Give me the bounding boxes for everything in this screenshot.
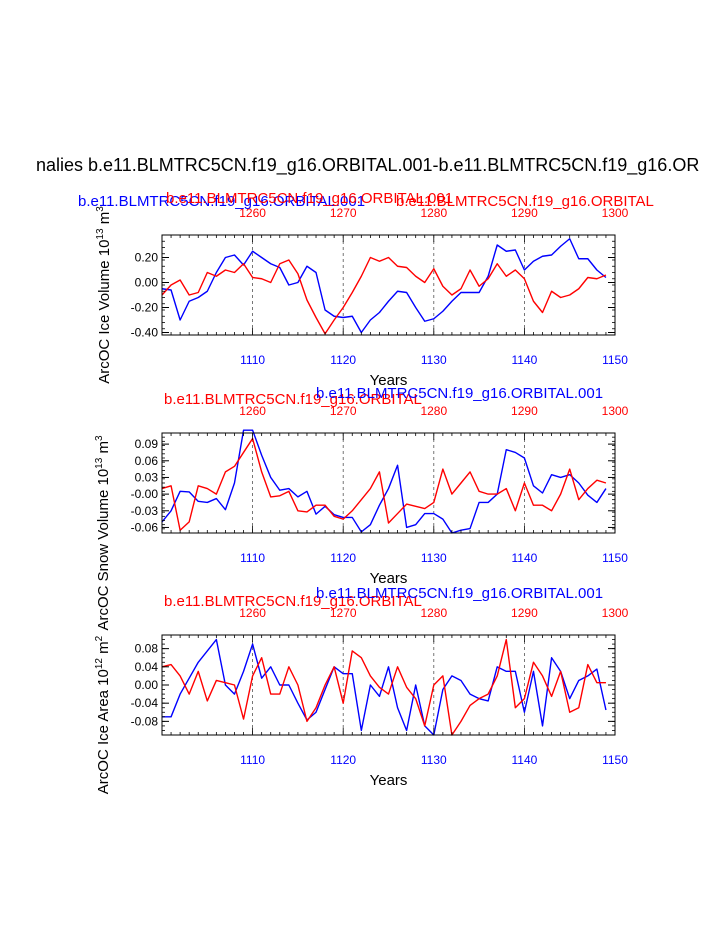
panel3-xtick-label-bottom: 1110 [240,753,265,767]
panel1-xtick-label-top: 1290 [511,206,538,220]
panel1-ylabel: ArcOC Ice Volume 1013 m3 [95,206,113,384]
panel1-ytick-label: -0.20 [131,301,159,315]
panel1-xtick-label-bottom: 1140 [511,353,537,367]
panel3-xtick-label-top: 1280 [420,606,447,620]
panel3-ytick-label: -0.08 [131,714,159,728]
panel3-xtick-label-top: 1300 [602,606,629,620]
panel1-right-title: b.e11.BLMTRC5CN.f19_g16.ORBITAL [396,193,654,210]
panel2-xtick-label-top: 1260 [239,404,266,418]
panel3-center-title: b.e11.BLMTRC5CN.f19_g16.ORBITAL.001 [316,585,603,602]
panel3-xtick-label-top: 1260 [239,606,266,620]
panel1-xlabel: Years [370,372,408,389]
panel1-xtick-label-bottom: 1130 [421,353,447,367]
panel3-ytick-label: 0.08 [135,642,159,656]
panel1-clip-right [615,233,628,337]
panel3-series-red-line [161,638,606,736]
panel1-ytick-label: 0.20 [135,251,159,265]
panel1-xtick-label-bottom: 1110 [240,353,265,367]
panel3-xlabel: Years [370,772,408,789]
panel2-xtick-label-top: 1300 [602,404,629,418]
panel2-ytick-label: 0.09 [135,437,159,451]
panel1-ytick-label: -0.40 [131,326,159,340]
panel2-xtick-label-top: 1280 [420,404,447,418]
main-title: nalies b.e11.BLMTRC5CN.f19_g16.ORBITAL.0… [0,155,723,179]
panel2-center-title: b.e11.BLMTRC5CN.f19_g16.ORBITAL.001 [316,385,603,402]
panel2-xtick-label-bottom: 1130 [421,551,447,565]
panel2-ylabel: ArcOC Snow Volume 1013 m3 [94,435,112,631]
panel3-xtick-label-bottom: 1120 [330,753,356,767]
panel1-series-red-line [161,256,607,335]
panel1-ytick-label: 0.00 [135,276,159,290]
panel2-ytick-label: 0.06 [135,454,159,468]
panel3-left-title: b.e11.BLMTRC5CN.f19_g16.ORBITAL [164,593,422,610]
panel2-xtick-label-top: 1290 [511,404,538,418]
panel1-xtick-label-top: 1260 [239,206,266,220]
panel3-clip-right [615,633,628,737]
panel3-ytick-label: 0.00 [135,678,159,692]
panel3-xtick-label-top: 1270 [330,606,357,620]
panel2-ytick-label: -0.00 [131,487,159,501]
panel2-xtick-label-bottom: 1150 [602,551,628,565]
panel1-left-title: b.e11.BLMTRC5CN.f19_g16.ORBITAL.001 [78,193,365,210]
panel2-xlabel: Years [370,570,408,587]
panel3-xtick-label-bottom: 1140 [511,753,537,767]
panel2-series-red-line [161,437,607,531]
main-title-text: nalies b.e11.BLMTRC5CN.f19_g16.ORBITAL.0… [36,155,700,175]
panel3-xtick-label-bottom: 1130 [421,753,447,767]
panel1-xtick-label-bottom: 1150 [602,353,628,367]
panel2-xtick-label-bottom: 1140 [511,551,537,565]
panel3-series-blue-line [162,638,607,736]
panel1-center-title: b.e11.BLMTRC5CN.f19_g16.ORBITAL.001 [166,190,453,207]
panel2-xtick-label-bottom: 1120 [330,551,356,565]
panel2-ytick-label: -0.03 [131,504,159,518]
panel2-ytick-label: -0.06 [131,520,159,534]
panel2-clip-right [615,431,628,535]
panel3-xtick-label-bottom: 1150 [602,753,628,767]
panel1-frame [161,234,616,336]
panel2-xtick-label-bottom: 1110 [240,551,265,565]
panel3-xtick-label-top: 1290 [511,606,538,620]
panel1-xtick-label-top: 1280 [420,206,447,220]
panel1-xtick-label-top: 1270 [330,206,357,220]
panel1-series-blue-line [161,238,607,334]
panel3-ytick-label: -0.04 [131,696,159,710]
panel1-xtick-label-bottom: 1120 [330,353,356,367]
panel1-xtick-label-top: 1300 [602,206,629,220]
panel3-ylabel: ArcOC Ice Area 1012 m2 [94,635,112,794]
panel2-series-blue-line [161,429,607,534]
panel3-ytick-label: 0.04 [135,660,159,674]
panel2-ytick-label: 0.03 [135,470,159,484]
panel2-left-title: b.e11.BLMTRC5CN.f19_g16.ORBITAL [164,391,422,408]
panel2-xtick-label-top: 1270 [330,404,357,418]
